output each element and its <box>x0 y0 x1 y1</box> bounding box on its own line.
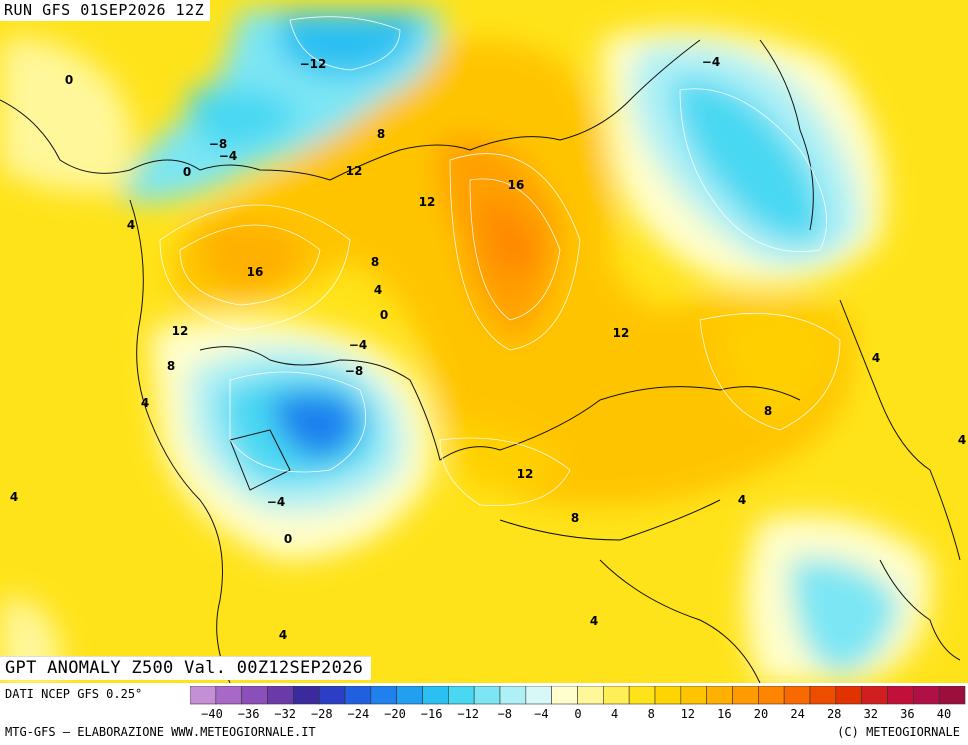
contour-label: 4 <box>141 396 149 410</box>
legend-tick-label: −40 <box>201 707 223 721</box>
contour-label: 4 <box>872 351 880 365</box>
contour-label: 12 <box>613 326 630 340</box>
legend-tick-label: 0 <box>574 707 582 721</box>
legend-tick-label: −36 <box>237 707 260 721</box>
legend-swatch <box>525 686 552 705</box>
contour-label: −8 <box>345 364 363 378</box>
contour-label: 0 <box>183 165 191 179</box>
contour-label: −4 <box>349 338 367 352</box>
legend-swatch <box>241 686 268 705</box>
legend-tick-label: 32 <box>863 707 879 721</box>
legend-swatch <box>654 686 682 705</box>
legend-tick-label: 8 <box>647 707 655 721</box>
legend-tick-label: −12 <box>457 707 480 721</box>
legend-tick-label: 12 <box>680 707 696 721</box>
legend-tick-label: −28 <box>310 707 333 721</box>
legend-swatch <box>396 686 423 705</box>
contour-label: −8 <box>209 137 227 151</box>
contour-label: 4 <box>127 218 135 232</box>
legend-tick-label: 4 <box>610 707 619 721</box>
contour-label: 16 <box>508 178 525 192</box>
legend-swatch <box>190 686 217 705</box>
legend-swatch <box>706 686 733 705</box>
legend-tick-label: −20 <box>384 707 406 721</box>
legend-swatch <box>499 686 527 705</box>
legend-tick-labels: −40 −36 −32 −28 −24 −20 −16 −12 −8 −4 0 4 8 12 16 20 24 2… <box>0 707 968 723</box>
legend-swatch <box>680 686 707 705</box>
legend-tick-label: 36 <box>900 707 915 721</box>
legend-tick-label: −24 <box>347 707 370 721</box>
footer: DATI NCEP GFS 0.25° −40 −36 −32 −28 −24 −20 −1… <box>0 683 968 745</box>
legend-swatch <box>861 686 888 705</box>
contour-label: −4 <box>267 495 285 509</box>
legend-tick-label: 40 <box>936 707 952 721</box>
legend-swatch <box>938 686 966 705</box>
contour-label: 12 <box>172 324 189 338</box>
legend-tick-label: 28 <box>826 707 842 721</box>
legend-swatch <box>603 686 630 705</box>
legend-swatch <box>835 686 862 705</box>
contour-label: 12 <box>346 164 363 178</box>
contour-label: 12 <box>419 195 436 209</box>
credits-right: (C) METEOGIORNALE <box>837 725 960 739</box>
contour-label: 4 <box>738 493 746 507</box>
legend-tick-label: 24 <box>790 707 805 721</box>
legend-swatch <box>370 686 397 705</box>
legend-swatch <box>318 686 346 705</box>
legend-swatch <box>732 686 759 705</box>
contour-label: 8 <box>371 255 379 269</box>
legend-swatch <box>628 686 656 705</box>
legend-swatch <box>577 686 604 705</box>
contour-label: 0 <box>380 308 388 322</box>
contour-label: 4 <box>279 628 287 642</box>
legend-swatch <box>783 686 811 705</box>
legend-tick-label: 20 <box>753 707 769 721</box>
contour-label: 4 <box>374 283 382 297</box>
contour-label: 0 <box>284 532 292 546</box>
contour-label: 12 <box>517 467 534 481</box>
legend-swatch <box>344 686 372 705</box>
contour-label: 8 <box>764 404 772 418</box>
legend-tick-label: −8 <box>497 707 513 721</box>
contour-label: 16 <box>247 265 264 279</box>
run-label: RUN GFS 01SEP2026 12Z <box>0 0 211 21</box>
legend-tick-label: −16 <box>420 707 443 721</box>
contour-label: −4 <box>702 55 720 69</box>
color-legend <box>190 686 966 705</box>
legend-tick-label: −32 <box>274 707 297 721</box>
contour-label: −12 <box>300 57 327 71</box>
contour-label: 8 <box>377 127 385 141</box>
contour-label: 0 <box>65 73 73 87</box>
legend-swatch <box>215 686 242 705</box>
legend-swatch <box>551 686 578 705</box>
legend-swatch <box>267 686 294 705</box>
legend-swatch <box>913 686 940 705</box>
legend-swatch <box>758 686 785 705</box>
contour-label: 4 <box>590 614 598 628</box>
geopotential-anomaly-map: −12 0 −4 −8 −4 0 4 8 12 12 16 16 8 4 0 −… <box>0 0 968 683</box>
legend-swatch <box>887 686 914 705</box>
legend-swatch <box>448 686 475 705</box>
credits-left: MTG-GFS — ELABORAZIONE WWW.METEOGIORNALE… <box>5 725 316 739</box>
legend-tick-label: 16 <box>717 707 732 721</box>
legend-swatch <box>473 686 501 705</box>
data-source: DATI NCEP GFS 0.25° <box>5 687 143 701</box>
map-title: GPT ANOMALY Z500 Val. 00Z12SEP2026 <box>0 656 372 680</box>
contour-label: −4 <box>219 149 237 163</box>
legend-swatch <box>809 686 837 705</box>
contour-label: 8 <box>571 511 579 525</box>
contour-label: 4 <box>958 433 966 447</box>
legend-tick-label: −4 <box>534 707 549 721</box>
contour-label: 4 <box>10 490 18 504</box>
contour-label: 8 <box>167 359 175 373</box>
legend-swatch <box>293 686 320 705</box>
legend-swatch <box>422 686 449 705</box>
